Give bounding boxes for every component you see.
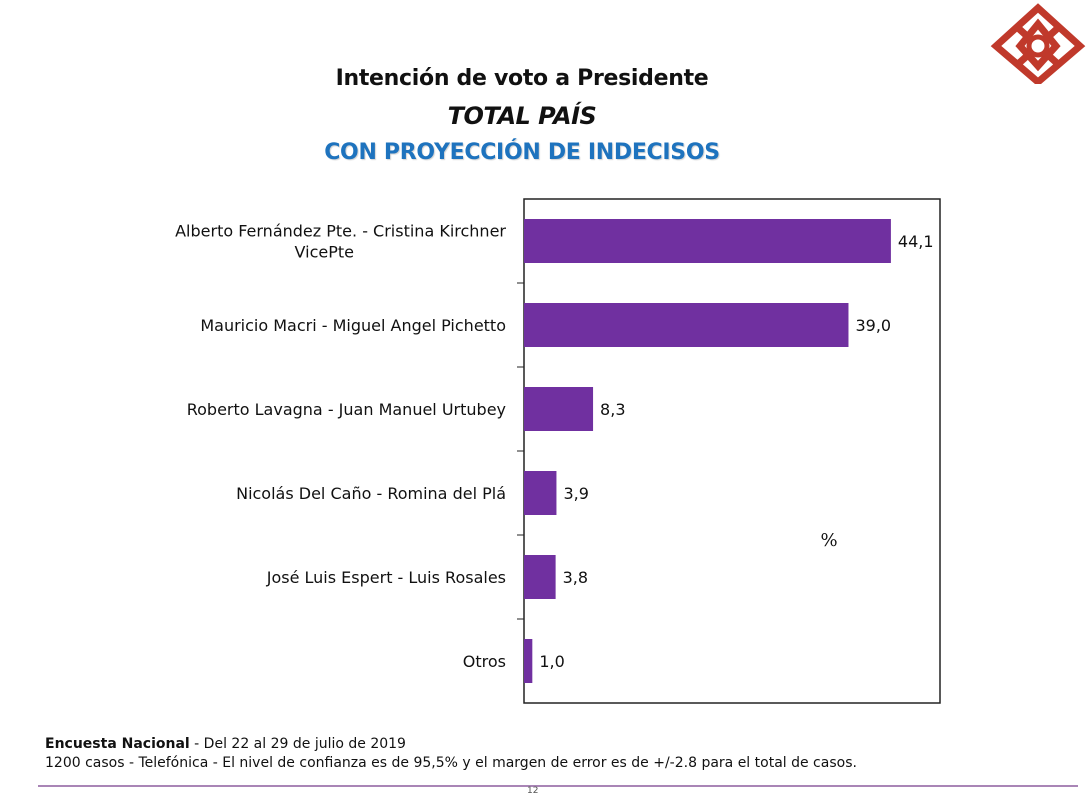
data-label: 44,1 bbox=[898, 232, 934, 251]
category-label: Alberto Fernández Pte. - Cristina Kirchn… bbox=[175, 222, 506, 262]
bar bbox=[524, 387, 594, 431]
page-number: 12 bbox=[527, 786, 539, 796]
survey-method-note: 1200 casos - Telefónica - El nivel de co… bbox=[45, 755, 857, 771]
unit-label: % bbox=[820, 530, 837, 551]
bar bbox=[524, 555, 556, 599]
category-label: Nicolás Del Caño - Romina del Plá bbox=[236, 484, 506, 503]
chart-subtitle: TOTAL PAÍS bbox=[447, 102, 597, 130]
bar bbox=[524, 471, 557, 515]
chart-title-block: Intención de voto a Presidente TOTAL PAÍ… bbox=[0, 62, 1044, 170]
survey-dates: - Del 22 al 29 de julio de 2019 bbox=[189, 736, 406, 752]
plot-area-frame bbox=[523, 198, 941, 704]
category-label: José Luis Espert - Luis Rosales bbox=[266, 568, 506, 587]
bar bbox=[524, 219, 891, 263]
data-label: 8,3 bbox=[600, 400, 625, 419]
survey-footnote: Encuesta Nacional - Del 22 al 29 de juli… bbox=[45, 735, 857, 773]
data-label: 3,8 bbox=[563, 568, 588, 587]
bar bbox=[524, 639, 533, 683]
bar bbox=[524, 303, 849, 347]
chart-title: Intención de voto a Presidente bbox=[335, 66, 709, 91]
data-label: 3,9 bbox=[563, 484, 588, 503]
survey-name: Encuesta Nacional bbox=[45, 736, 190, 752]
data-label: 1,0 bbox=[539, 652, 564, 671]
chart-subtitle-secondary: CON PROYECCIÓN DE INDECISOS bbox=[324, 140, 720, 165]
category-label: Otros bbox=[463, 652, 506, 671]
footer-divider bbox=[38, 785, 1078, 787]
category-label: Mauricio Macri - Miguel Angel Pichetto bbox=[200, 316, 506, 335]
data-label: 39,0 bbox=[855, 316, 891, 335]
category-label: Roberto Lavagna - Juan Manuel Urtubey bbox=[187, 400, 506, 419]
diamond-logo-icon bbox=[990, 3, 1086, 84]
